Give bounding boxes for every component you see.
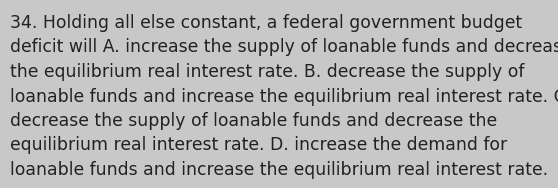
Text: the equilibrium real interest rate. B. decrease the supply of: the equilibrium real interest rate. B. d…	[10, 63, 525, 81]
Text: loanable funds and increase the equilibrium real interest rate.: loanable funds and increase the equilibr…	[10, 161, 548, 179]
Text: equilibrium real interest rate. D. increase the demand for: equilibrium real interest rate. D. incre…	[10, 136, 507, 155]
Text: 34. Holding all else constant, a federal government budget: 34. Holding all else constant, a federal…	[10, 14, 522, 32]
Text: loanable funds and increase the equilibrium real interest rate. C.: loanable funds and increase the equilibr…	[10, 87, 558, 105]
Text: deficit will A. increase the supply of loanable funds and decrease: deficit will A. increase the supply of l…	[10, 39, 558, 57]
Text: decrease the supply of loanable funds and decrease the: decrease the supply of loanable funds an…	[10, 112, 497, 130]
